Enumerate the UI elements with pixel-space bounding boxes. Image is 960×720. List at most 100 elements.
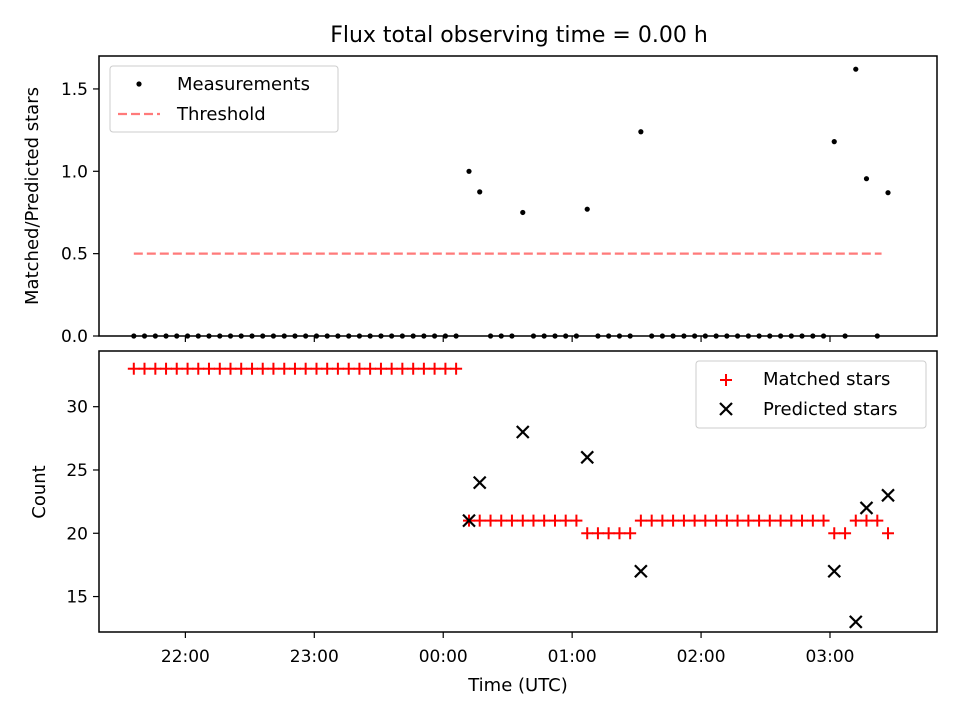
chart-title: Flux total observing time = 0.00 h — [330, 23, 708, 48]
measurement-point — [238, 333, 244, 339]
bottom-x-tick-label: 01:00 — [548, 647, 597, 667]
measurement-point — [831, 139, 837, 145]
matched-star-point — [634, 514, 647, 527]
bottom-y-tick-label: 15 — [66, 588, 88, 608]
bottom-x-tick-label: 22:00 — [161, 647, 210, 667]
matched-star-point — [310, 362, 323, 375]
matched-star-point — [181, 362, 194, 375]
matched-star-point — [364, 362, 377, 375]
matched-star-point — [645, 514, 658, 527]
legend-measurements-marker — [136, 81, 142, 87]
matched-star-point — [473, 514, 486, 527]
measurement-point — [346, 333, 352, 339]
measurement-point — [863, 176, 870, 182]
measurement-point — [206, 333, 212, 339]
matched-star-point — [699, 514, 712, 527]
measurement-point — [260, 333, 266, 339]
matched-star-point — [720, 514, 733, 527]
matched-star-point — [353, 362, 366, 375]
bottom-legend-box — [695, 360, 927, 429]
matched-star-point — [138, 362, 151, 375]
matched-star-point — [331, 362, 344, 375]
measurement-point — [638, 129, 644, 135]
matched-star-point — [753, 514, 766, 527]
predicted-star-point — [827, 564, 842, 579]
matched-star-point — [796, 514, 809, 527]
matched-star-point — [299, 362, 312, 375]
measurement-point — [820, 333, 827, 339]
measurement-point — [788, 333, 794, 339]
matched-star-point — [785, 514, 798, 527]
measurement-point — [734, 333, 741, 339]
measurement-point — [477, 189, 483, 195]
measurement-point — [453, 333, 459, 339]
bottom-axis-ticks: 15 20 25 30 22:00 23:00 00:00 01:00 02:00 03:00 — [66, 362, 895, 667]
predicted-star-stroke — [881, 488, 895, 503]
matched-star-point — [656, 514, 669, 527]
matched-star-point — [385, 362, 398, 375]
measurement-point — [627, 333, 633, 339]
measurement-point — [616, 333, 623, 339]
matched-star-point — [742, 514, 755, 527]
measurement-point — [217, 333, 223, 339]
matched-star-point — [374, 362, 387, 375]
measurement-point — [442, 333, 449, 339]
matched-star-point — [267, 362, 280, 375]
matched-star-point — [828, 527, 841, 540]
measurement-point — [174, 333, 180, 339]
bottom-x-tick-label: 00:00 — [419, 647, 468, 667]
top-y-axis-label: Matched/Predicted stars — [22, 87, 43, 305]
matched-star-point — [160, 362, 173, 375]
predicted-star-stroke — [827, 564, 842, 579]
matched-star-point — [235, 362, 248, 375]
legend-predicted-marker — [719, 402, 733, 416]
measurement-point — [421, 333, 427, 339]
measurement-point — [249, 333, 255, 339]
matched-star-point — [224, 362, 237, 375]
matched-star-point — [549, 514, 562, 527]
measurement-point — [756, 333, 762, 339]
measurement-point — [541, 333, 547, 339]
matched-star-point — [516, 514, 529, 527]
legend-matched-marker — [720, 374, 732, 386]
measurement-point — [530, 333, 537, 339]
measurement-point — [810, 333, 816, 339]
matched-star-point — [774, 514, 787, 527]
predicted-star-stroke — [634, 564, 648, 579]
measurement-point — [745, 333, 751, 339]
top-y-tick-label: 1.5 — [61, 80, 88, 100]
measurement-point — [195, 333, 201, 339]
top-legend: Measurements Threshold — [109, 65, 339, 133]
measurement-point — [573, 333, 580, 339]
measurement-point — [324, 333, 330, 339]
matched-star-point — [731, 514, 744, 527]
matched-star-point — [581, 527, 594, 540]
matched-star-point — [149, 362, 162, 375]
measurement-point — [410, 333, 416, 339]
predicted-star-point — [849, 615, 863, 629]
measurement-point — [778, 333, 784, 339]
measurement-point — [552, 333, 558, 339]
measurement-point — [606, 333, 612, 339]
matched-star-point — [278, 362, 291, 375]
measurement-point — [713, 333, 719, 339]
matched-star-point — [484, 514, 497, 527]
legend-predicted-label: Predicted stars — [763, 399, 897, 420]
measurement-point — [799, 333, 805, 339]
measurement-point — [152, 333, 158, 339]
measurement-point — [431, 333, 438, 339]
measurement-point — [520, 209, 526, 216]
matched-star-point — [213, 362, 226, 375]
matched-star-point — [417, 362, 430, 375]
measurement-point — [335, 333, 341, 339]
matched-star-point — [817, 514, 830, 527]
measurement-point — [131, 333, 137, 339]
bottom-y-tick-label: 20 — [66, 524, 88, 544]
bottom-y-tick-label: 30 — [66, 398, 88, 418]
matched-star-point — [202, 362, 215, 375]
measurement-point — [270, 333, 277, 339]
matched-star-point — [710, 514, 723, 527]
measurement-point — [498, 333, 504, 339]
measurement-point — [227, 333, 234, 339]
predicted-star-point — [515, 425, 530, 439]
